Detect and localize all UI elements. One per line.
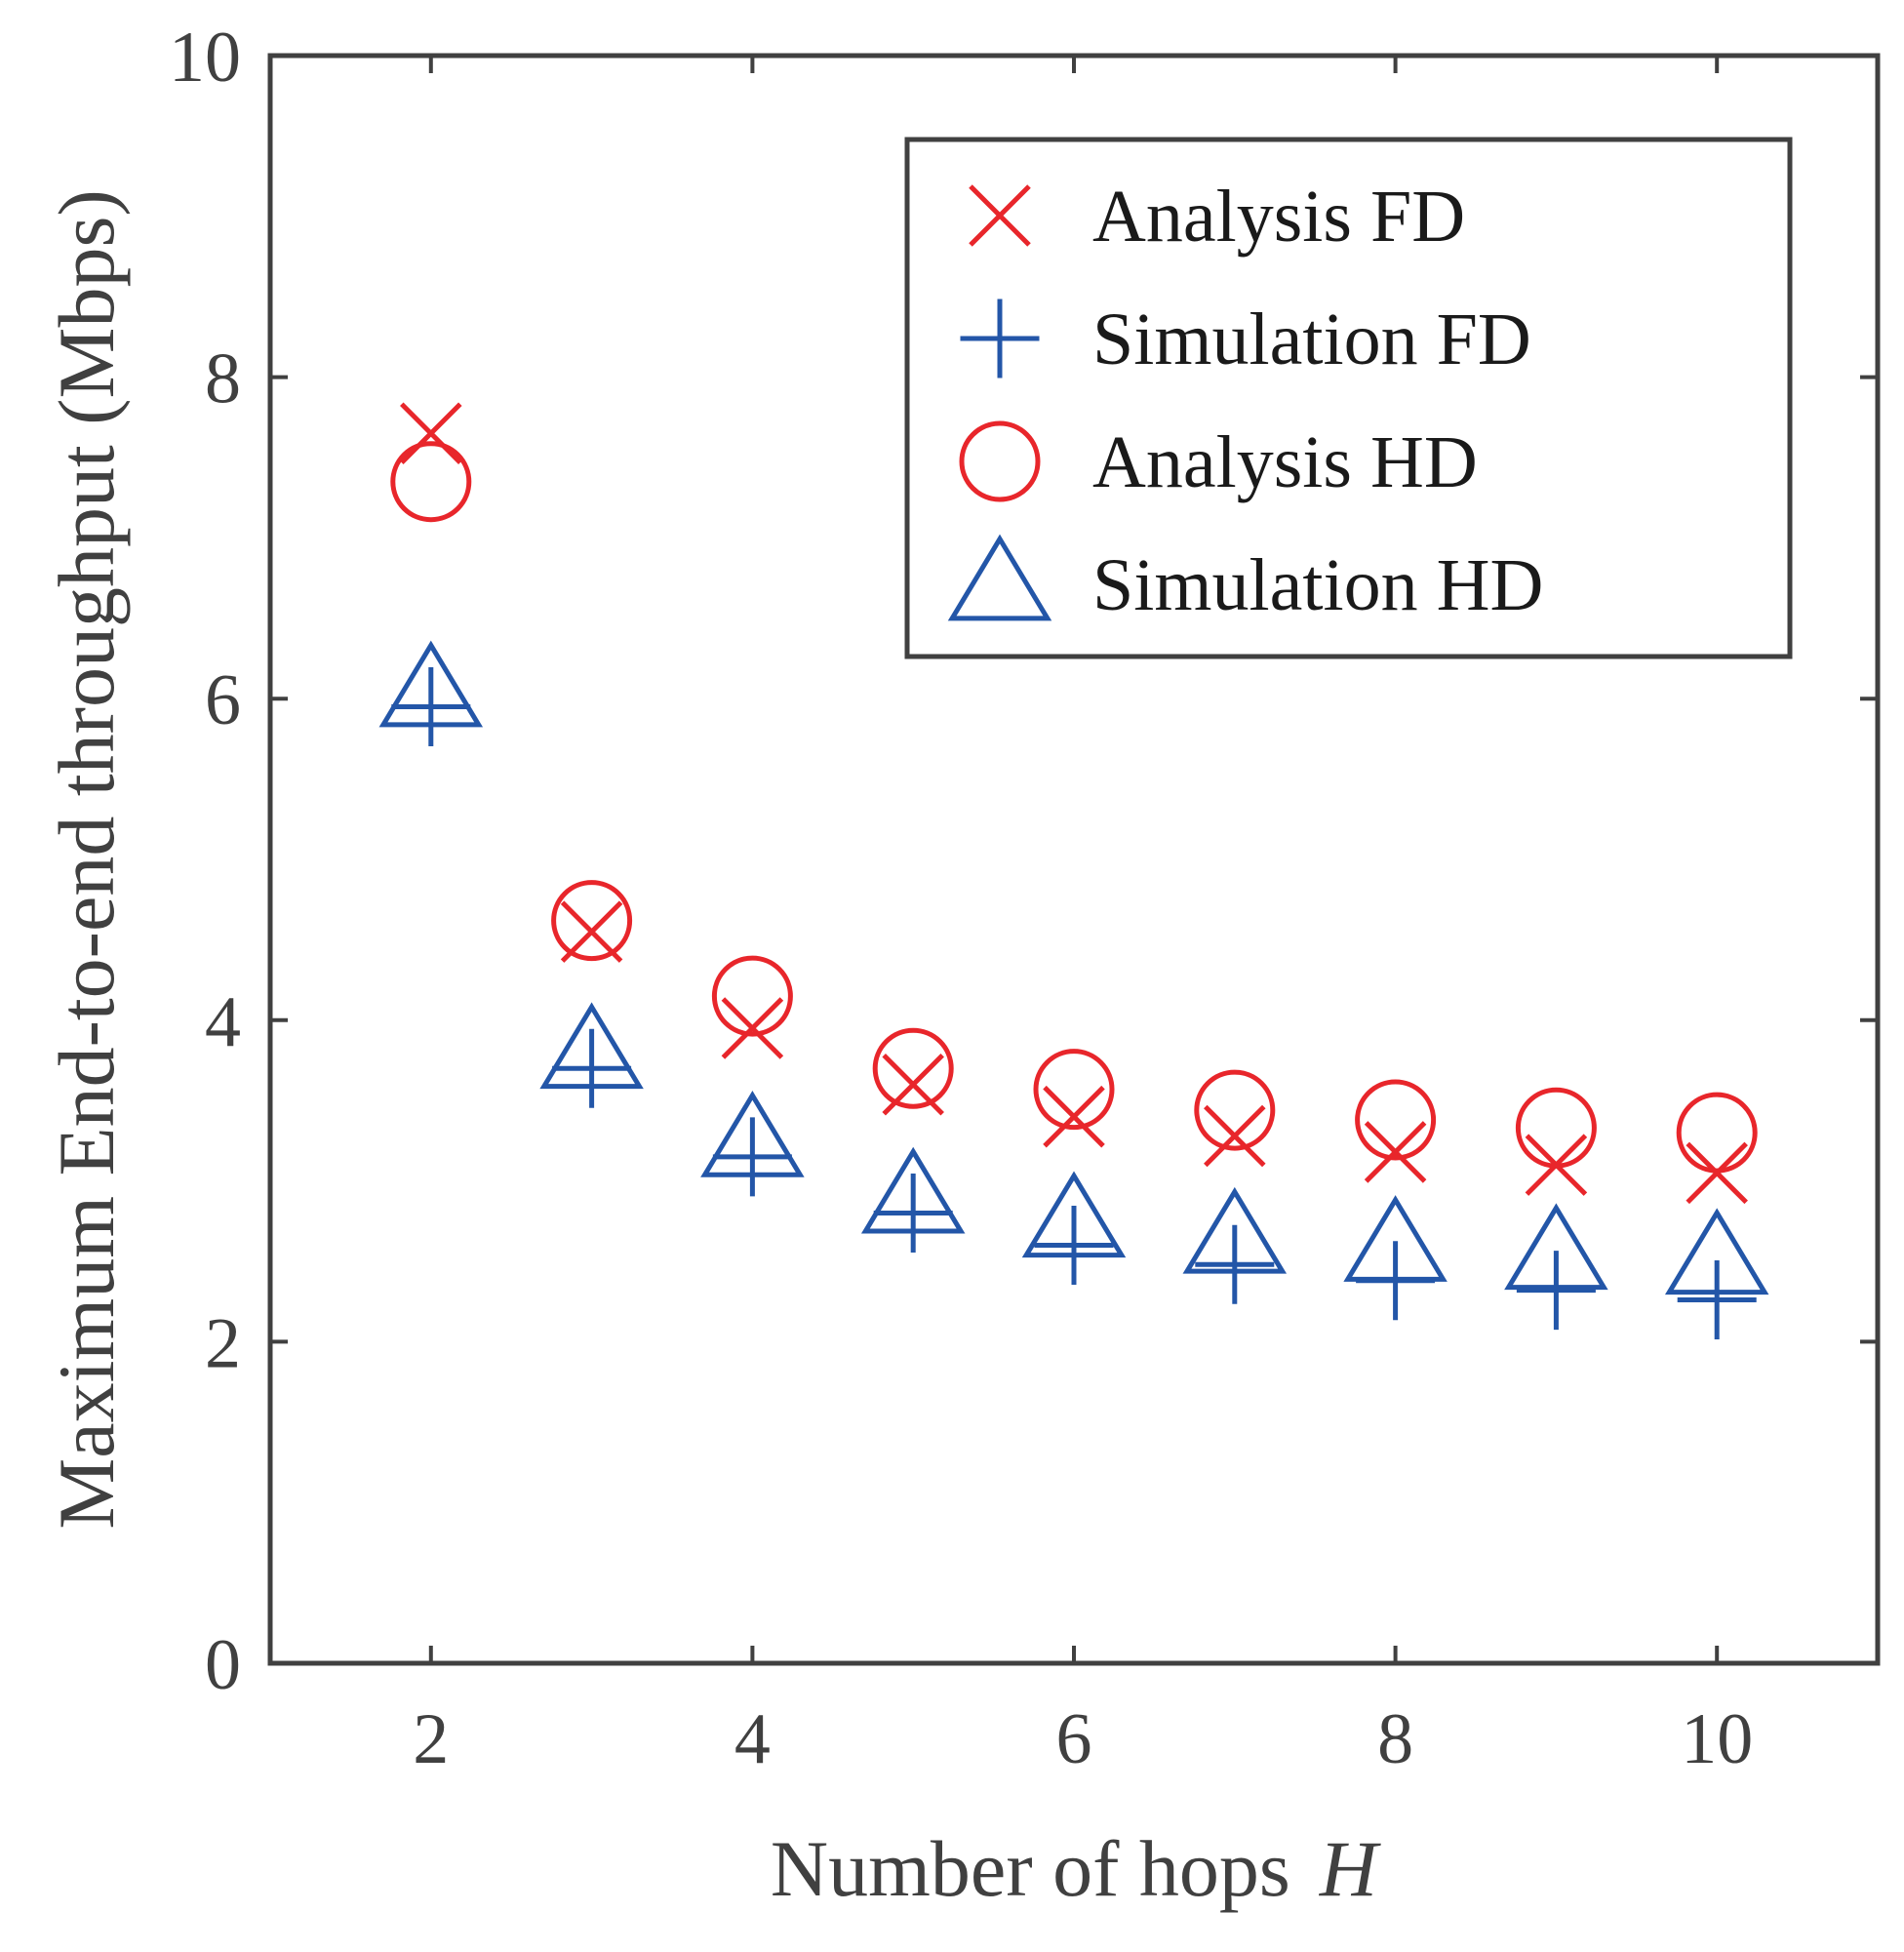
legend-marker-circle [959, 420, 1041, 502]
legend-label: Analysis FD [1092, 176, 1465, 258]
data-point-plus [1034, 1206, 1114, 1286]
data-point-plus [1195, 1224, 1275, 1304]
data-point-plus [391, 666, 471, 746]
y-tick-label: 8 [205, 339, 241, 419]
legend-label: Analysis HD [1092, 421, 1478, 503]
data-point-circle [872, 1027, 954, 1109]
series-simulation-fd [391, 666, 1757, 1340]
data-point-x [721, 997, 784, 1059]
x-tick-label: 6 [1056, 1699, 1092, 1779]
data-point-triangle [539, 1002, 644, 1090]
x-tick-label: 8 [1377, 1699, 1413, 1779]
x-tick-label: 10 [1681, 1699, 1753, 1779]
legend-marker-x [969, 184, 1031, 247]
data-point-triangle [1021, 1171, 1127, 1258]
x-axis-label-symbol: H [1319, 1824, 1381, 1913]
data-point-x [400, 402, 462, 465]
y-tick-label: 6 [205, 660, 241, 740]
data-point-triangle [1343, 1195, 1448, 1282]
data-point-x [882, 1053, 944, 1116]
data-point-triangle [378, 640, 484, 728]
data-point-circle [1676, 1092, 1758, 1174]
x-tick-label: 2 [413, 1699, 449, 1779]
data-point-x [1204, 1104, 1266, 1168]
y-tick-label: 4 [205, 982, 241, 1062]
x-axis-label: Number of hops H [771, 1824, 1381, 1913]
data-point-triangle [700, 1091, 805, 1177]
data-point-circle [1355, 1079, 1437, 1161]
data-point-circle [390, 441, 472, 523]
legend-item: Simulation HD [947, 534, 1543, 626]
x-axis-label-text: Number of hops [771, 1824, 1290, 1913]
y-tick-label: 10 [169, 18, 241, 98]
data-point-circle [711, 955, 793, 1037]
legend-label: Simulation FD [1092, 299, 1531, 380]
legend-item: Simulation FD [960, 299, 1531, 380]
legend-label: Simulation HD [1092, 544, 1543, 626]
data-point-plus [873, 1174, 953, 1254]
data-markers [378, 402, 1769, 1340]
legend-box [904, 137, 1793, 659]
data-point-triangle [860, 1146, 966, 1234]
legend: Analysis FD Simulation FD Analysis HD Simul… [904, 137, 1793, 659]
data-point-plus [552, 1028, 632, 1108]
data-point-triangle [1182, 1186, 1288, 1274]
series-analysis-fd [400, 402, 1748, 1205]
x-tick-label: 4 [734, 1699, 771, 1779]
data-point-circle [1194, 1069, 1276, 1151]
data-point-x [1043, 1085, 1105, 1148]
data-point-circle [551, 880, 633, 962]
data-point-x [1364, 1121, 1427, 1183]
data-point-plus [1677, 1260, 1757, 1340]
data-point-plus [712, 1117, 792, 1197]
data-point-triangle [1504, 1203, 1608, 1291]
y-tick-label: 2 [205, 1303, 241, 1383]
data-point-circle [1033, 1049, 1115, 1131]
series-analysis-hd [390, 441, 1758, 1174]
legend-item: Analysis HD [959, 420, 1478, 503]
series-simulation-hd [378, 640, 1769, 1295]
axis-ticks: 2 4 6 8 10 0 2 4 6 8 10 [169, 18, 1878, 1779]
legend-marker-plus [960, 299, 1040, 378]
legend-items: Analysis FD Simulation FD Analysis HD Simul… [947, 176, 1543, 626]
legend-item: Analysis FD [969, 176, 1465, 258]
legend-marker-triangle [947, 534, 1052, 621]
y-tick-label: 0 [205, 1625, 241, 1705]
y-axis-label: Maximum End-to-end throughput (Mbps) [42, 189, 131, 1529]
data-point-circle [1515, 1087, 1597, 1169]
data-point-triangle [1664, 1208, 1769, 1295]
data-point-plus [1516, 1251, 1596, 1331]
